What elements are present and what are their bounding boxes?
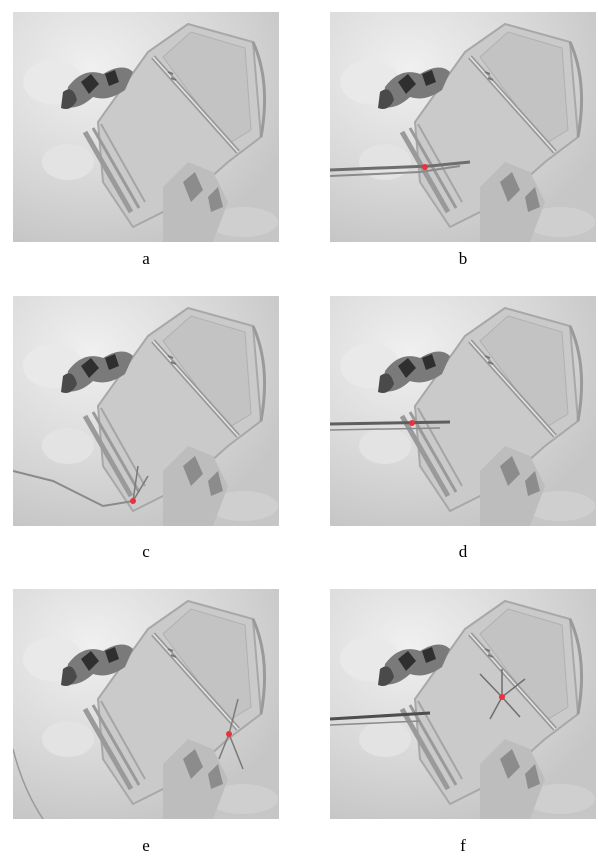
caption-b: b xyxy=(458,249,468,268)
marker-point xyxy=(499,694,505,700)
marker-point xyxy=(422,164,428,170)
streak-artifact xyxy=(330,711,431,721)
marker-point xyxy=(130,498,136,504)
streak-artifact xyxy=(13,470,134,508)
terrain-image-d xyxy=(330,296,596,526)
terrain-image-e xyxy=(13,589,279,819)
streak-artifact xyxy=(218,698,244,770)
marker-point xyxy=(226,731,232,737)
marker-point xyxy=(409,420,415,426)
caption-a: a xyxy=(142,249,150,268)
terrain-image-f xyxy=(330,589,596,819)
terrain-image-c xyxy=(13,296,279,526)
caption-f: f xyxy=(460,836,466,855)
caption-d: d xyxy=(458,542,468,561)
streak-artifact xyxy=(330,420,451,426)
streak-artifact xyxy=(330,160,471,172)
terrain-image-b xyxy=(330,12,596,242)
terrain-image-a xyxy=(13,12,279,242)
caption-c: c xyxy=(142,542,150,561)
caption-e: e xyxy=(142,836,150,855)
